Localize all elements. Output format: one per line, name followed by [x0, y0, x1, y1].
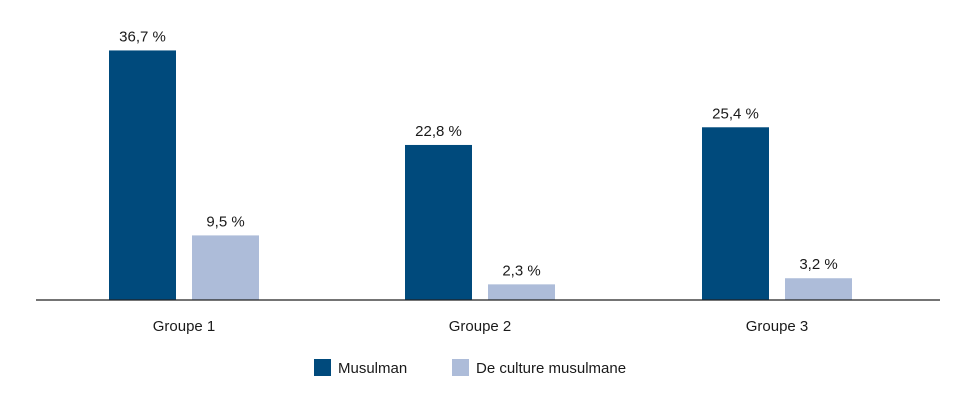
legend: Musulman De culture musulmane	[314, 359, 626, 377]
value-label-musulman-3: 25,4 %	[712, 105, 759, 122]
value-labels-group: 36,7 % 9,5 % 22,8 % 2,3 % 25,4 % 3,2 %	[119, 28, 838, 279]
bar-musulman-1	[109, 50, 176, 300]
bars-group	[109, 50, 852, 300]
legend-label-musulman: Musulman	[338, 360, 407, 377]
legend-swatch-culture-musulmane	[452, 359, 469, 376]
value-label-culture-musulmane-3: 3,2 %	[799, 256, 837, 273]
value-label-culture-musulmane-1: 9,5 %	[206, 213, 244, 230]
bar-culture-musulmane-1	[192, 235, 259, 300]
bar-musulman-3	[702, 127, 769, 300]
x-tick-label-3: Groupe 3	[746, 318, 809, 335]
bar-musulman-2	[405, 144, 472, 300]
legend-swatch-musulman	[314, 359, 331, 376]
x-tick-label-1: Groupe 1	[153, 318, 216, 335]
value-label-musulman-2: 22,8 %	[415, 123, 462, 140]
bar-culture-musulmane-3	[785, 278, 852, 300]
bar-culture-musulmane-2	[488, 284, 555, 300]
value-label-culture-musulmane-2: 2,3 %	[502, 262, 540, 279]
legend-label-culture-musulmane: De culture musulmane	[476, 360, 626, 377]
x-tick-label-2: Groupe 2	[449, 318, 512, 335]
x-tick-labels-group: Groupe 1 Groupe 2 Groupe 3	[153, 318, 809, 335]
value-label-musulman-1: 36,7 %	[119, 28, 166, 45]
